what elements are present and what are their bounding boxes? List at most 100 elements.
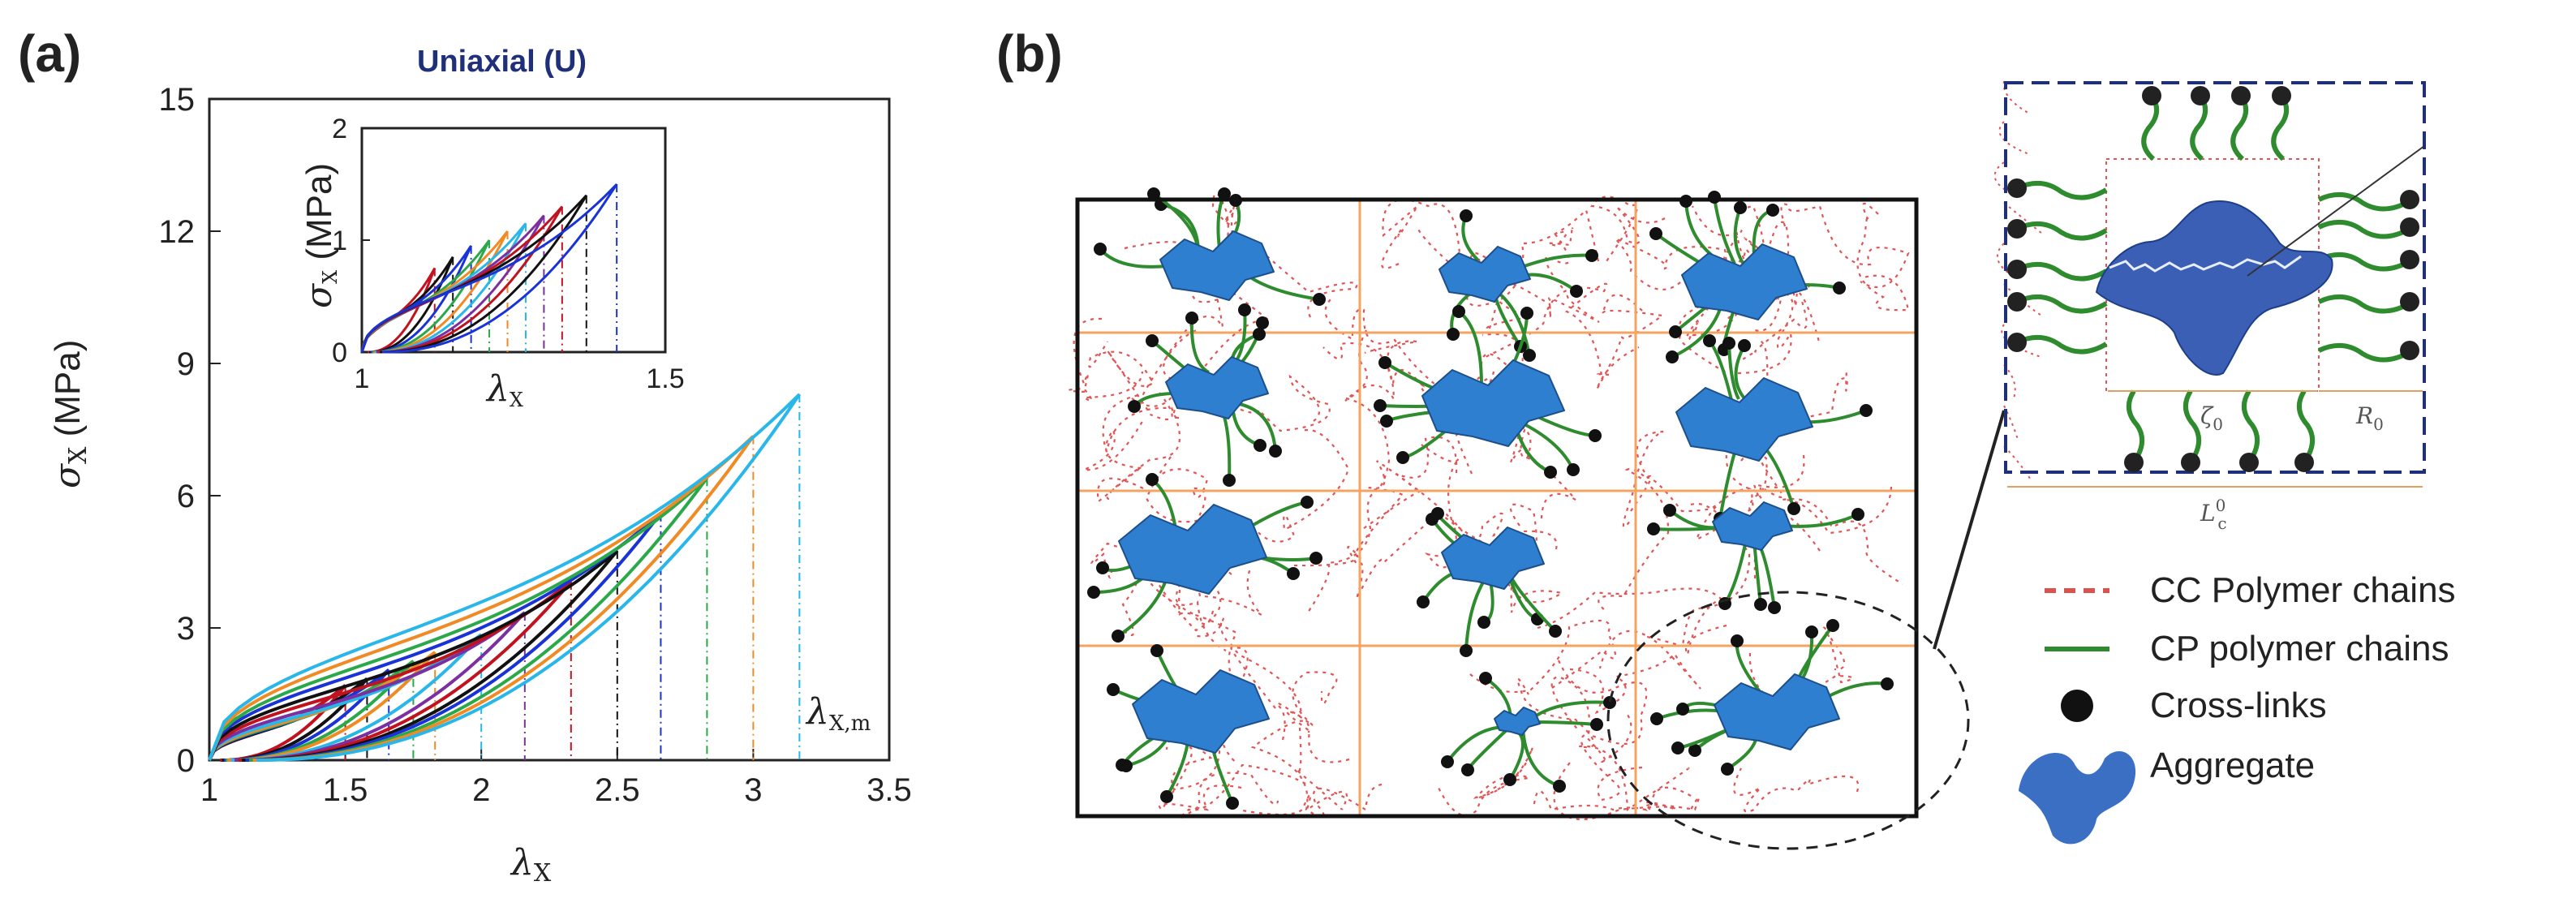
cross-link-dot (1721, 763, 1734, 776)
inset-plot-frame (360, 127, 667, 354)
cross-link-dot (1590, 718, 1603, 731)
aggregate-blob (1159, 230, 1275, 301)
cp-polymer-chain (1234, 402, 1277, 452)
main-loop-series-9 (208, 549, 619, 762)
cc-polymer-chain (1482, 333, 1576, 519)
cp-polymer-chain (1734, 345, 1746, 400)
main-x-tick-label: 2.5 (595, 772, 640, 808)
cc-polymer-chain (1733, 767, 1860, 813)
cp-polymer-chain (1718, 444, 1739, 519)
cp-polymer-chain (2190, 94, 2208, 161)
cross-link-dot (1269, 445, 1282, 458)
zoom-connector (1933, 410, 2006, 650)
chain-path (2109, 255, 2302, 273)
zoom-ellipse (1606, 591, 1970, 850)
cc-polymer-chain (1598, 468, 1670, 613)
cc-polymer-chain (1275, 671, 1338, 741)
l-label: L0 c (2200, 496, 2227, 533)
zeta-label: ζ0 (2200, 402, 2223, 434)
cc-polymer-chain (1993, 161, 2015, 196)
inset-y-axis-label: σX (MPa) (299, 163, 342, 308)
cross-link-dot (1754, 598, 1767, 611)
cross-link-dot (2400, 190, 2419, 209)
schematic-frame (1075, 197, 1919, 819)
cross-link-dot (1253, 328, 1266, 341)
cp-polymer-chain (2230, 94, 2248, 161)
cp-polymer-chain (2317, 343, 2411, 363)
unit-cell-detail: ζ0 R0 L0 c (1993, 80, 2426, 533)
legend-item-cross-links: Cross-links (2061, 686, 2327, 725)
legend-label-cp-chains: CP polymer chains (2150, 629, 2449, 668)
cross-link-dot (2007, 292, 2027, 312)
legend-label-aggregate: Aggregate (2150, 746, 2315, 785)
legend-item-cp-chains: CP polymer chains (2045, 629, 2449, 668)
r-label: R0 (2355, 402, 2384, 434)
inset-y-tick-label: 1 (332, 226, 347, 256)
cp-polymer-chain (1508, 729, 1525, 781)
pointer-line (2247, 145, 2425, 277)
main-y-tick-label: 9 (177, 346, 195, 382)
cp-polymer-chain (2297, 389, 2315, 464)
cross-link-dot (1256, 316, 1269, 329)
cc-polymer-chain (1448, 261, 1600, 323)
cross-link-dot (2294, 453, 2314, 472)
main-x-tick-label: 3.5 (867, 772, 912, 808)
cross-link-dot (1254, 439, 1266, 452)
cc-polymer-chain (1485, 282, 1610, 377)
cross-link-dot (1301, 496, 1314, 509)
aggregate-blob (1714, 673, 1840, 750)
cross-link-dot (2142, 86, 2161, 105)
cp-polymer-chain (2242, 389, 2260, 464)
cp-polymer-chain (2015, 294, 2108, 314)
cross-link-dot (1128, 400, 1141, 413)
main-x-tick-label: 3 (744, 772, 762, 808)
cc-polymer-chain (2003, 202, 2045, 236)
cross-link-dot (2007, 178, 2027, 198)
cc-polymer-chain (2003, 364, 2016, 398)
microstructure-schematic (1068, 187, 1916, 821)
cp-polymer-chain (1521, 728, 1560, 788)
cross-link-dot (1523, 349, 1536, 362)
cp-polymer-chain (2271, 94, 2289, 161)
cross-link-dot (1396, 451, 1409, 464)
cross-link-dot (1731, 634, 1744, 647)
inset-x-tick-label: 1 (355, 363, 370, 394)
cp-polymer-chain (1727, 342, 1740, 400)
cross-link-dot (1647, 522, 1660, 535)
cross-link-dot (2400, 250, 2419, 269)
cross-link-dot (1146, 334, 1159, 347)
cc-polymer-chain (1998, 121, 2030, 155)
cc-polymer-chain (1622, 430, 1716, 528)
cp-polymer-chain (2317, 192, 2411, 212)
inset-x-axis-label: λX (485, 368, 523, 411)
cross-link-dot (2231, 86, 2251, 105)
main-x-tick-label: 2 (472, 772, 490, 808)
cross-link-dot (1426, 513, 1439, 526)
cross-link-dot (1460, 209, 1473, 222)
cc-polymer-chain (1553, 762, 1692, 821)
main-y-tick-label: 12 (159, 214, 196, 250)
cross-link-dot (1520, 307, 1533, 320)
cross-link-dot (1734, 201, 1747, 214)
cc-polymer-chain (1090, 542, 1141, 636)
dot-icon (2061, 690, 2093, 722)
cross-link-dot (1447, 328, 1460, 341)
max-stretch-annotation: λX,m (805, 691, 871, 736)
cc-polymer-chain (2002, 80, 2030, 114)
cross-link-dot (2007, 333, 2027, 352)
cc-polymer-chain (1590, 196, 1666, 262)
cross-link-dot (1096, 561, 1109, 574)
cp-polymer-chain (1713, 196, 1736, 264)
cross-link-dot (1676, 703, 1689, 716)
cross-link-dot (1310, 552, 1322, 565)
cross-link-dot (1503, 773, 1516, 786)
cp-polymer-chain (1514, 425, 1551, 474)
cross-link-dot (1768, 601, 1781, 614)
aggregate-blob (1712, 501, 1793, 551)
legend: CC Polymer chains CP polymer chains Cros… (2019, 570, 2456, 845)
cc-polymer-chain (1550, 660, 1648, 745)
cc-polymer-chain (1469, 619, 1617, 694)
cc-polymer-chain (1580, 714, 1643, 802)
aggregate-blob-icon (2019, 751, 2136, 845)
